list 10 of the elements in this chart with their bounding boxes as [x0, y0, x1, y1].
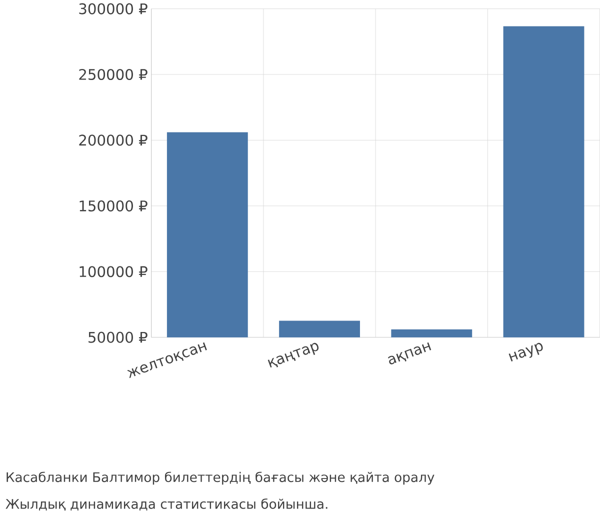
y-tick-label: 300000 ₽: [79, 3, 148, 14]
y-tick-label: 50000 ₽: [88, 332, 148, 343]
text: Касабланки Балтимор билеттердің бағасы және қайта оралу: [6, 472, 434, 485]
text: Жылдық динамикада статистикасы бойынша.: [6, 498, 328, 511]
y-tick-label: 250000 ₽: [79, 69, 148, 80]
x-tick-label: ақпан: [388, 342, 432, 364]
y-tick-label: 150000 ₽: [80, 200, 148, 212]
y-tick-label: 100000 ₽: [80, 266, 148, 278]
y-tick-label: 200000 ₽: [79, 134, 148, 146]
x-tick-label: наур: [508, 343, 543, 362]
